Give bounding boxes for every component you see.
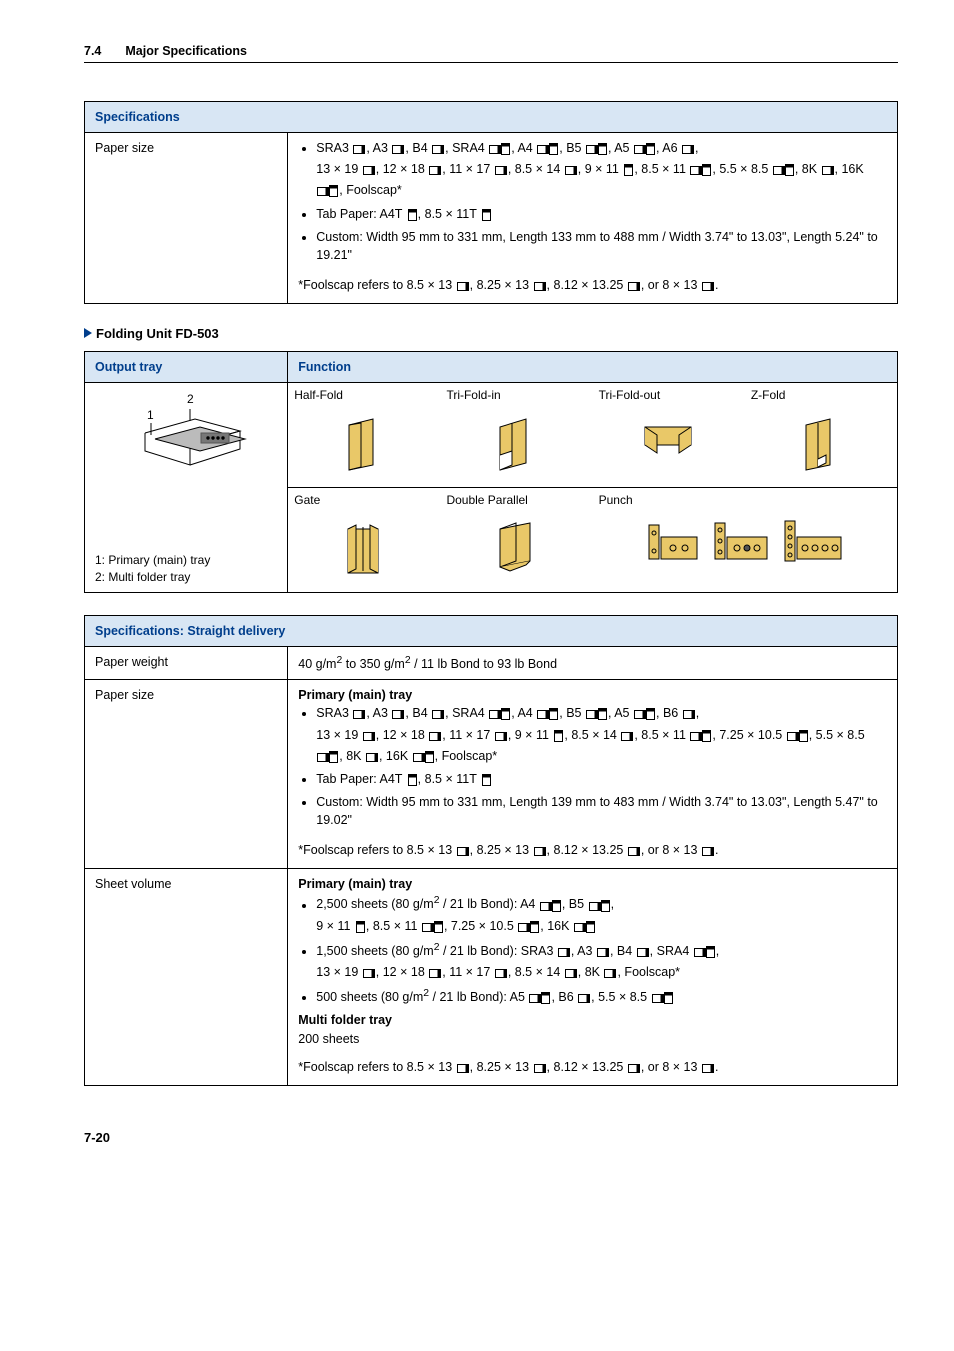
specs-table-1: Specifications Paper size SRA3 , A3 , B4… [84,101,898,304]
func-punch: Punch [593,488,897,591]
output-tray-header: Output tray [85,352,288,383]
page-number: 7-20 [84,1130,898,1145]
sheet-volume-label: Sheet volume [85,869,288,1086]
subheading-text: Folding Unit FD-503 [96,326,219,341]
func-gate: Gate [288,488,440,591]
punch-3-icon [711,519,771,565]
sv-b1: 2,500 sheets (80 g/m2 / 21 lb Bond): A4 … [316,893,887,937]
func-tri-fold-in: Tri-Fold-in [440,383,592,486]
paper-size-label-2: Paper size [85,680,288,869]
section-title: Major Specifications [125,44,247,58]
double-parallel-icon [492,519,542,575]
paper-size-b1: SRA3 , A3 , B4 , SRA4 , A4 , B5 , A5 , A… [316,139,887,202]
specs-table-1-header: Specifications [85,102,898,133]
tray-legend: 1: Primary (main) tray 2: Multi folder t… [95,552,277,586]
gate-fold-icon [336,519,392,579]
subheading: Folding Unit FD-503 [84,326,898,341]
func-half-fold: Half-Fold [288,383,440,486]
func-tri-fold-out: Tri-Fold-out [593,383,745,486]
paper-size-b3: Custom: Width 95 mm to 331 mm, Length 13… [316,228,887,264]
legend-2: 2: Multi folder tray [95,570,190,584]
tri-fold-in-icon [492,415,542,475]
paper-weight-label: Paper weight [85,646,288,679]
punch-2-icon [645,519,701,565]
folding-table: Output tray Function 2 1 [84,351,898,593]
legend-1: 1: Primary (main) tray [95,553,210,567]
paper-weight-value: 40 g/m2 to 350 g/m2 / 11 lb Bond to 93 l… [288,646,898,679]
section-number: 7.4 [84,44,101,58]
paper-size-value: SRA3 , A3 , B4 , SRA4 , A4 , B5 , A5 , A… [288,133,898,304]
svg-text:2: 2 [187,392,194,406]
func-double-parallel: Double Parallel [440,488,592,591]
foolscap-note-2: *Foolscap refers to 8.5 × 13 , 8.25 × 13… [298,843,718,857]
straight-delivery-header: Specifications: Straight delivery [85,615,898,646]
both-orient-icon [489,142,510,160]
functions-row-1: Half-Fold Tri-Fold-in Tri-Fold-out Z-Fol… [288,383,898,488]
svg-text:1: 1 [147,408,154,422]
foolscap-note: *Foolscap refers to 8.5 × 13 , 8.25 × 13… [298,278,718,292]
ps2-b3: Custom: Width 95 mm to 331 mm, Length 13… [316,793,887,829]
output-tray-illustration: 2 1 [95,389,265,499]
paper-size-b2: Tab Paper: A4T , 8.5 × 11T [316,205,887,226]
sheet-volume-value: Primary (main) tray 2,500 sheets (80 g/m… [288,869,898,1086]
landscape-icon [353,142,365,160]
arrow-icon [84,328,92,338]
function-header: Function [288,352,898,383]
functions-row-2: Gate Double Parallel Punch [288,487,898,592]
paper-size-label: Paper size [85,133,288,304]
punch-4-icon [781,519,845,565]
multi-folder-sheets: 200 sheets [298,1032,359,1046]
tri-fold-out-icon [639,415,699,465]
z-fold-icon [796,415,846,475]
foolscap-note-3: *Foolscap refers to 8.5 × 13 , 8.25 × 13… [298,1060,718,1074]
output-tray-cell: 2 1 1: Primary (main) tray [85,383,288,593]
straight-delivery-table: Specifications: Straight delivery Paper … [84,615,898,1086]
page-header: 7.4 Major Specifications [84,44,898,63]
sv-b2: 1,500 sheets (80 g/m2 / 21 lb Bond): SRA… [316,940,887,984]
sv-b3: 500 sheets (80 g/m2 / 21 lb Bond): A5 , … [316,986,887,1009]
half-fold-icon [339,415,389,475]
ps2-b2: Tab Paper: A4T , 8.5 × 11T [316,770,887,791]
ps2-b1: SRA3 , A3 , B4 , SRA4 , A4 , B5 , A5 , B… [316,704,887,767]
func-z-fold: Z-Fold [745,383,897,486]
paper-size-value-2: Primary (main) tray SRA3 , A3 , B4 , SRA… [288,680,898,869]
